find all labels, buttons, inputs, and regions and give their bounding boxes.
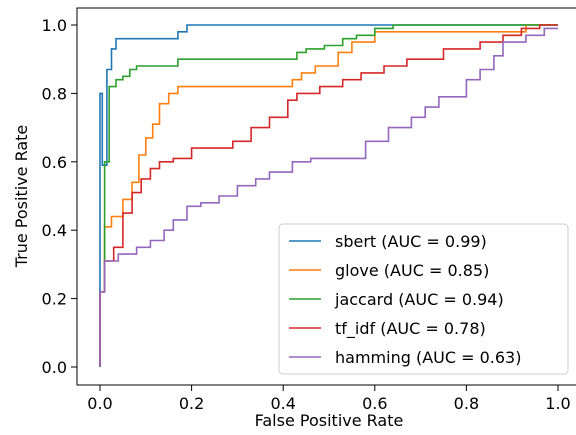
- series-line-0: [99, 24, 558, 367]
- legend-label-2: jaccard (AUC = 0.94): [334, 290, 504, 309]
- axes-frame: [76, 7, 576, 386]
- x-tick-label-5: 1.0: [545, 394, 570, 413]
- series-line-3: [99, 24, 558, 367]
- x-tick-label-2: 0.4: [270, 394, 295, 413]
- x-tick-label-4: 0.8: [454, 394, 479, 413]
- series-line-1: [99, 24, 558, 367]
- legend-label-1: glove (AUC = 0.85): [335, 261, 489, 280]
- x-axis-title: False Positive Rate: [255, 411, 404, 430]
- ticks: 0.0 0.2 0.4 0.6 0.8 1.0 0.0 0.2 0.4 0.6 0.8 1.0: [42, 16, 571, 413]
- x-tick-label-1: 0.2: [179, 394, 204, 413]
- y-tick-label-2: 0.4: [42, 221, 67, 240]
- y-axis-title: True Positive Rate: [12, 125, 31, 269]
- y-tick-label-1: 0.2: [42, 290, 67, 309]
- legend: sbert (AUC = 0.99) glove (AUC = 0.85) jacc…: [278, 223, 569, 375]
- x-tick-label-3: 0.6: [362, 394, 387, 413]
- y-tick-label-0: 0.0: [42, 358, 67, 377]
- legend-box: [278, 223, 569, 375]
- y-tick-label-3: 0.6: [42, 153, 67, 172]
- x-tick-label-0: 0.0: [87, 394, 112, 413]
- y-tick-label-5: 1.0: [42, 16, 67, 35]
- series-line-2: [99, 24, 558, 367]
- legend-label-3: tf_idf (AUC = 0.78): [335, 319, 486, 339]
- series-line-4: [99, 27, 558, 367]
- legend-label-0: sbert (AUC = 0.99): [335, 232, 487, 251]
- y-tick-label-4: 0.8: [42, 84, 67, 103]
- legend-label-4: hamming (AUC = 0.63): [335, 348, 521, 367]
- plot-area: [76, 7, 576, 386]
